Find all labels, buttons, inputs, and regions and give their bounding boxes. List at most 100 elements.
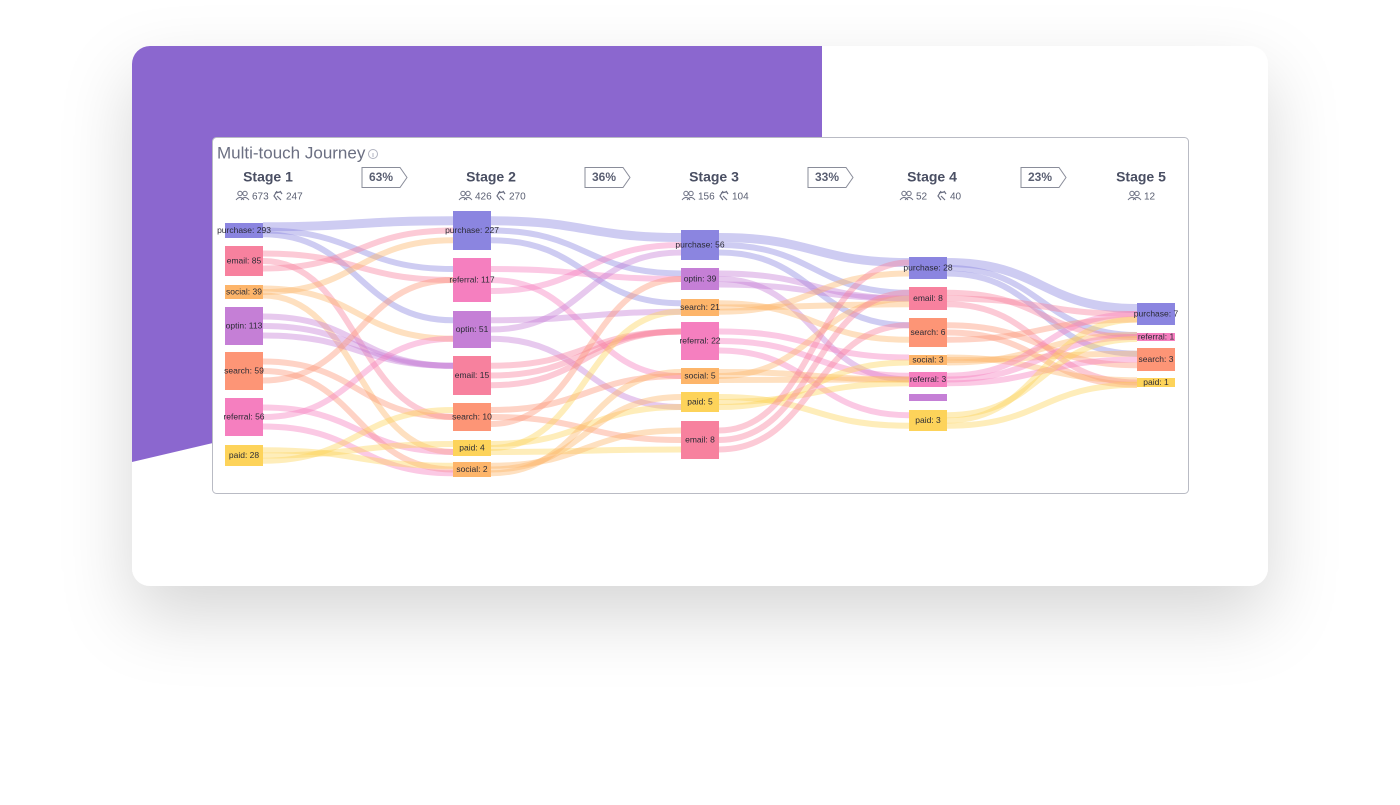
link xyxy=(718,380,910,405)
link xyxy=(490,249,682,333)
stage-title: Stage 1 xyxy=(243,169,293,185)
link xyxy=(490,277,682,379)
conversion-badge xyxy=(1020,167,1067,188)
node-label: referral: 117 xyxy=(449,274,494,284)
link xyxy=(718,359,910,410)
node-label: paid: 28 xyxy=(229,450,260,460)
node-label: optin: 39 xyxy=(684,273,717,283)
link xyxy=(490,216,682,242)
node xyxy=(681,368,719,384)
info-icon xyxy=(368,149,378,159)
node-label: optin: 113 xyxy=(226,320,263,330)
link xyxy=(718,295,910,379)
link xyxy=(946,316,1138,343)
node-label: search: 3 xyxy=(1139,354,1174,364)
users-icon xyxy=(458,190,473,201)
touches-icon xyxy=(937,190,947,201)
users-count: 156 xyxy=(698,192,715,203)
link xyxy=(262,313,454,369)
link xyxy=(262,258,454,420)
node xyxy=(225,223,263,238)
link xyxy=(490,237,682,307)
headers: Stage 1 673 247 Stage 2 426 270 Stage 3 156 104 S… xyxy=(235,167,1166,203)
link xyxy=(946,301,1138,386)
users-count: 673 xyxy=(252,192,269,203)
link xyxy=(946,265,1138,338)
touches-icon xyxy=(273,190,283,201)
link xyxy=(718,376,910,383)
link xyxy=(262,335,454,420)
node xyxy=(909,318,947,347)
node xyxy=(681,299,719,316)
link xyxy=(490,242,682,294)
link xyxy=(490,373,682,413)
link xyxy=(718,322,910,453)
link xyxy=(718,289,910,443)
node xyxy=(681,421,719,459)
icon-part xyxy=(1134,190,1140,197)
link xyxy=(718,394,910,429)
users-count: 52 xyxy=(916,192,928,203)
node xyxy=(453,356,491,395)
node xyxy=(681,392,719,412)
icon-part xyxy=(681,197,696,201)
link xyxy=(490,308,682,324)
node xyxy=(909,410,947,431)
link xyxy=(262,441,454,459)
node xyxy=(681,268,719,290)
link xyxy=(490,404,682,447)
node-label: email: 8 xyxy=(913,293,943,303)
users-icon xyxy=(681,190,696,201)
link xyxy=(718,281,910,302)
icon-part xyxy=(465,190,471,197)
link xyxy=(262,231,454,324)
node xyxy=(225,246,263,276)
link xyxy=(718,347,910,419)
link xyxy=(718,233,910,267)
node xyxy=(1137,303,1175,325)
icon-part xyxy=(237,190,243,197)
conversion-badge xyxy=(807,167,854,188)
link xyxy=(718,276,910,383)
node-label: referral: 1 xyxy=(1138,331,1175,341)
links xyxy=(262,216,1138,477)
users-count: 426 xyxy=(475,192,492,203)
link xyxy=(718,249,910,329)
node xyxy=(909,394,947,401)
icon-part xyxy=(688,190,694,197)
node xyxy=(453,258,491,302)
link xyxy=(262,227,454,272)
link xyxy=(718,270,910,302)
touches-count: 104 xyxy=(732,192,749,203)
panel-title: Multi-touch Journey xyxy=(217,143,366,162)
node xyxy=(1137,333,1175,341)
link xyxy=(946,356,1138,387)
node-label: email: 85 xyxy=(227,255,262,265)
node-label: purchase: 227 xyxy=(445,225,499,235)
link xyxy=(946,332,1138,366)
link xyxy=(262,277,454,384)
link xyxy=(946,258,1138,313)
icon-part xyxy=(683,190,689,197)
touches-count: 247 xyxy=(286,192,303,203)
node xyxy=(909,372,947,387)
node-label: purchase: 56 xyxy=(675,239,724,249)
icon-part xyxy=(901,190,907,197)
link xyxy=(490,227,682,277)
link xyxy=(262,227,454,272)
node xyxy=(453,211,491,250)
stage-title: Stage 2 xyxy=(466,169,516,185)
icon-part xyxy=(1127,197,1142,201)
touches-count: 40 xyxy=(950,192,962,203)
link xyxy=(490,335,682,410)
node xyxy=(453,462,491,477)
link xyxy=(946,336,1138,419)
link xyxy=(262,285,454,342)
node xyxy=(453,403,491,431)
icon-part xyxy=(235,197,250,201)
link xyxy=(718,259,910,434)
node-label: search: 59 xyxy=(224,365,264,375)
node xyxy=(909,287,947,310)
users-icon xyxy=(235,190,250,201)
link xyxy=(262,216,454,232)
